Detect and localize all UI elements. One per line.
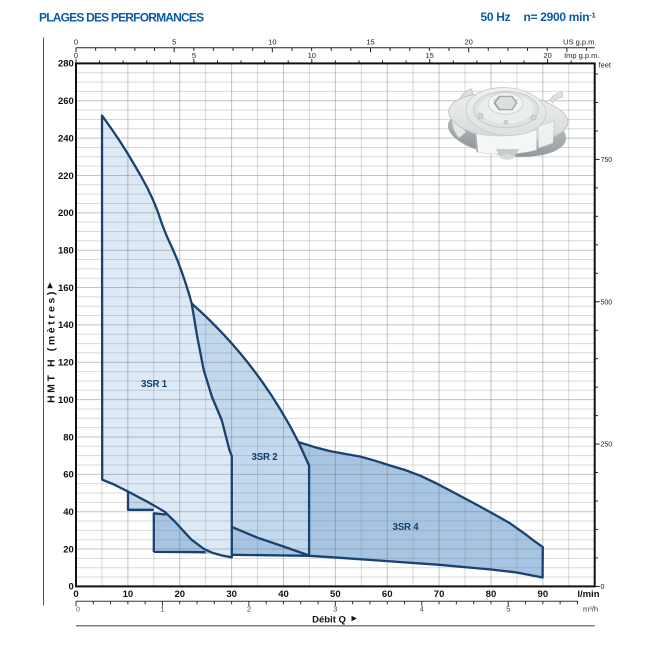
svg-text:5: 5 [172,37,176,46]
svg-text:0: 0 [76,604,80,613]
svg-text:10: 10 [123,589,134,600]
svg-text:60: 60 [63,470,74,481]
svg-text:40: 40 [278,589,289,600]
svg-text:5: 5 [506,604,510,613]
svg-text:0: 0 [74,37,78,46]
svg-text:20: 20 [174,589,185,600]
svg-text:90: 90 [538,589,549,600]
svg-text:10: 10 [268,37,276,46]
svg-text:200: 200 [58,208,74,219]
svg-text:70: 70 [434,589,445,600]
svg-text:280: 280 [58,59,74,70]
svg-text:15: 15 [366,37,374,46]
svg-text:n= 2900 min-1: n= 2900 min-1 [524,10,596,24]
svg-text:0: 0 [601,584,605,591]
svg-text:4: 4 [420,604,424,613]
svg-text:0: 0 [74,51,78,60]
svg-text:20: 20 [63,544,74,555]
svg-text:3SR 4: 3SR 4 [393,522,420,533]
svg-text:1: 1 [160,604,164,613]
svg-text:Débit Q: Débit Q [312,615,346,626]
svg-text:0: 0 [69,582,74,593]
svg-text:30: 30 [226,589,237,600]
svg-text:10: 10 [308,51,316,60]
svg-text:0: 0 [73,589,78,600]
svg-text:HMT H (mètres): HMT H (mètres) [46,289,58,403]
svg-text:20: 20 [543,51,551,60]
svg-text:3SR 1: 3SR 1 [141,379,168,390]
svg-text:2: 2 [247,604,251,613]
svg-text:m³/h: m³/h [583,604,598,613]
svg-text:160: 160 [58,283,74,294]
svg-text:180: 180 [58,245,74,256]
svg-text:50: 50 [330,589,341,600]
svg-text:120: 120 [58,358,74,369]
svg-text:Imp g.p.m.: Imp g.p.m. [564,51,599,60]
svg-text:250: 250 [601,442,613,449]
svg-text:3SR 2: 3SR 2 [252,452,278,463]
svg-text:50 Hz: 50 Hz [481,10,511,24]
svg-text:40: 40 [63,507,74,518]
svg-text:750: 750 [601,157,613,164]
svg-text:3: 3 [333,604,337,613]
svg-text:80: 80 [63,432,74,443]
svg-text:l/min: l/min [577,589,599,600]
svg-text:140: 140 [58,320,74,331]
svg-text:PLAGES DES PERFORMANCES: PLAGES DES PERFORMANCES [39,10,204,24]
svg-text:5: 5 [192,51,196,60]
svg-text:500: 500 [601,299,613,306]
svg-text:20: 20 [464,37,472,46]
svg-text:60: 60 [382,589,393,600]
svg-text:US g.p.m.: US g.p.m. [563,37,596,46]
svg-text:feet: feet [599,60,612,69]
svg-text:220: 220 [58,171,74,182]
svg-text:100: 100 [58,395,74,406]
svg-text:15: 15 [426,51,434,60]
svg-text:260: 260 [58,96,74,107]
svg-text:240: 240 [58,133,74,144]
svg-text:80: 80 [486,589,497,600]
